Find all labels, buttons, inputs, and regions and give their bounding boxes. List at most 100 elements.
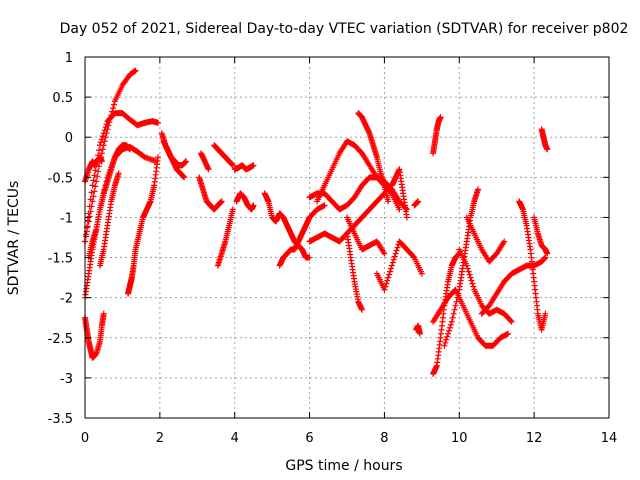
data-point	[205, 166, 212, 173]
series-arc-24	[344, 214, 388, 257]
data-point	[443, 336, 450, 343]
data-point	[470, 283, 477, 290]
series-arc-07	[96, 170, 122, 269]
data-point	[453, 298, 460, 305]
x-tick-label: 12	[526, 431, 543, 446]
y-axis-label: SDTVAR / TECUs	[6, 181, 22, 296]
data-point	[447, 321, 454, 328]
data-point	[88, 189, 95, 196]
data-point	[93, 178, 100, 185]
series-arc-22	[344, 230, 365, 313]
data-point	[389, 259, 396, 266]
data-point	[387, 268, 394, 275]
plot-frame	[84, 56, 610, 419]
series-arc-03	[82, 310, 107, 361]
y-tick-label: -3	[60, 372, 73, 387]
data-point	[393, 247, 400, 254]
series-arc-38	[531, 214, 551, 257]
data-point	[385, 198, 392, 205]
series-arc-08	[125, 154, 161, 297]
data-point	[85, 210, 92, 217]
series-arc-26	[388, 166, 410, 221]
data-point	[96, 147, 103, 154]
y-tick-label: -1	[60, 211, 73, 226]
data-point	[544, 146, 551, 153]
data-point	[99, 133, 106, 140]
data-point	[384, 277, 391, 284]
x-tick-label: 6	[305, 431, 313, 446]
data-point	[115, 170, 122, 177]
series-arc-23	[355, 110, 392, 205]
data-point	[454, 294, 461, 301]
series-arc-17	[261, 190, 313, 261]
data-point	[84, 217, 91, 224]
data-point	[94, 173, 101, 180]
data-point	[501, 238, 508, 245]
data-point	[98, 136, 105, 143]
data-point	[542, 310, 549, 317]
x-tick-label: 8	[380, 431, 388, 446]
data-point	[442, 339, 449, 346]
data-point	[418, 270, 425, 277]
chart-title: Day 052 of 2021, Sidereal Day-to-day VTE…	[60, 21, 629, 37]
data-point	[396, 206, 403, 213]
data-point	[126, 146, 133, 153]
series-arc-14	[214, 206, 236, 269]
data-point	[91, 172, 98, 179]
series-arc-13	[211, 142, 236, 169]
data-point	[445, 330, 452, 337]
data-point	[306, 254, 313, 261]
series-arc-12	[196, 174, 225, 213]
series-arc-25	[373, 238, 425, 293]
data-point	[446, 324, 453, 331]
data-point	[97, 139, 104, 146]
series-arc-30	[413, 322, 423, 337]
data-point	[466, 271, 473, 278]
series-arc-33	[441, 186, 481, 349]
data-point	[508, 318, 515, 325]
data-point	[85, 218, 92, 225]
data-point	[101, 127, 108, 134]
y-tick-label: -2	[60, 292, 73, 307]
data-point	[542, 254, 549, 261]
data-point	[465, 268, 472, 275]
data-point	[111, 101, 118, 108]
data-point	[507, 317, 514, 324]
data-point	[92, 183, 99, 190]
data-point	[92, 167, 99, 174]
data-point	[229, 162, 236, 169]
data-point	[469, 280, 476, 287]
y-tick-label: -0.5	[48, 171, 73, 186]
series-arc-16	[233, 190, 257, 213]
data-point	[394, 244, 401, 251]
data-point	[403, 214, 410, 221]
data-point	[464, 265, 471, 272]
data-point	[250, 162, 257, 169]
series-arc-19	[306, 190, 388, 245]
data-point	[103, 121, 110, 128]
data-point	[448, 318, 455, 325]
y-tick-label: 1	[65, 51, 73, 66]
data-point	[388, 262, 395, 269]
x-tick-label: 2	[156, 431, 164, 446]
data-point	[386, 271, 393, 278]
data-point	[455, 290, 462, 297]
data-point	[218, 198, 225, 205]
series-arc-15	[231, 162, 257, 173]
data-point	[86, 203, 93, 210]
series-arc-32	[430, 286, 511, 349]
data-point	[90, 193, 97, 200]
data-point	[467, 274, 474, 281]
data-point	[385, 274, 392, 281]
data-point	[441, 342, 448, 349]
y-tick-label: -2.5	[48, 332, 73, 347]
y-tick-label: -3.5	[48, 412, 73, 427]
data-point	[504, 330, 511, 337]
data-point	[229, 206, 236, 213]
data-point	[89, 182, 96, 189]
data-point	[415, 198, 422, 205]
data-point	[154, 119, 161, 126]
data-point	[381, 286, 388, 293]
data-point	[132, 67, 139, 74]
